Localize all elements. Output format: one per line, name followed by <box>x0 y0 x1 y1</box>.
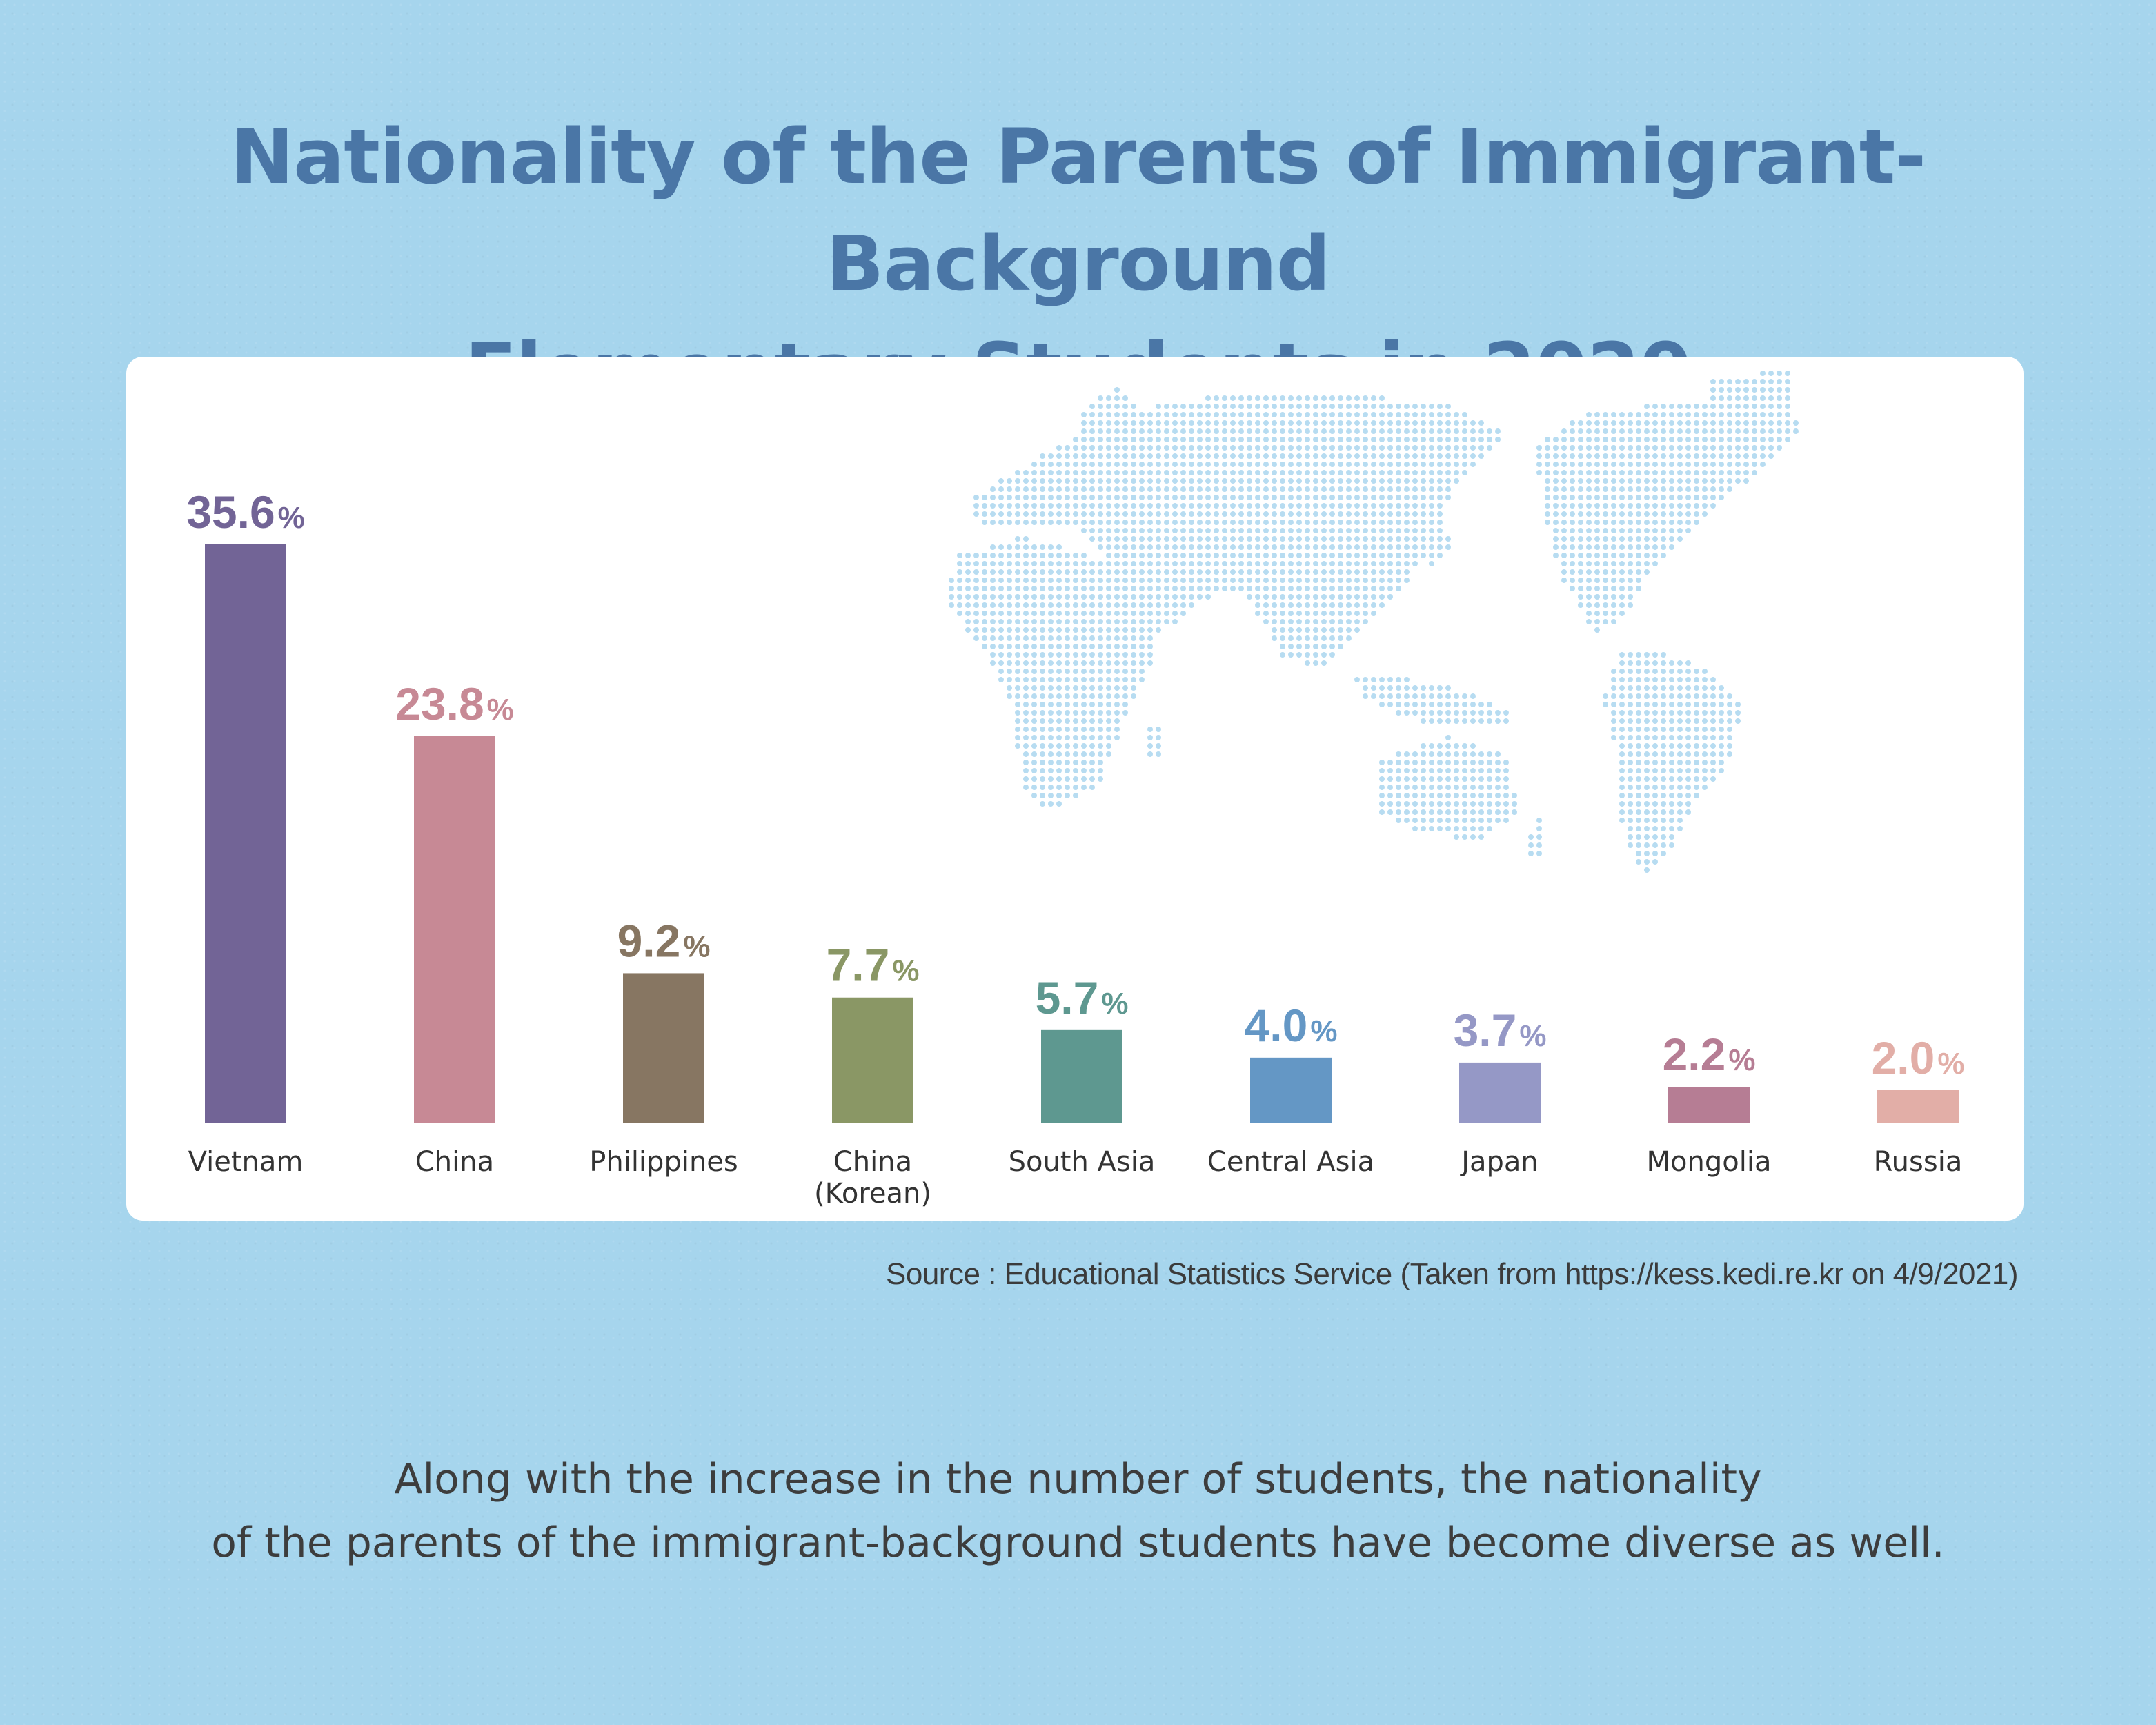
value-label: 23.8% <box>395 678 514 729</box>
caption: Along with the increase in the number of… <box>0 1448 2156 1575</box>
value-label: 9.2% <box>617 915 711 966</box>
category-label: Central Asia <box>1207 1146 1374 1178</box>
bar-mongolia <box>1668 1087 1750 1123</box>
value-label: 7.7% <box>827 940 920 991</box>
category-label: Philippines <box>589 1146 738 1178</box>
value-label: 3.7% <box>1454 1005 1547 1056</box>
bar-china <box>414 736 495 1123</box>
category-label: Japan <box>1459 1146 1539 1178</box>
value-label: 4.0% <box>1245 1000 1338 1051</box>
category-label: Vietnam <box>188 1146 304 1178</box>
bar-philippines <box>623 973 704 1123</box>
bar-chart: 35.6% Vietnam 23.8% China 9.2% Philippines 7.7… <box>186 486 1965 1210</box>
value-label: 5.7% <box>1036 972 1129 1023</box>
chart-card: 35.6% Vietnam 23.8% China 9.2% Philippines 7.7… <box>126 357 2024 1221</box>
world-map-dots <box>949 371 1799 873</box>
caption-line-2: of the parents of the immigrant-backgrou… <box>211 1519 1945 1567</box>
category-label: Russia <box>1874 1146 1963 1178</box>
category-label: Mongolia <box>1647 1146 1772 1178</box>
category-label: China (Korean) <box>814 1146 931 1210</box>
category-label: South Asia <box>1009 1146 1156 1178</box>
bar-central-asia <box>1250 1057 1332 1123</box>
category-label: China <box>415 1146 494 1178</box>
caption-line-1: Along with the increase in the number of… <box>394 1455 1762 1504</box>
bar-japan <box>1459 1062 1541 1123</box>
map-dots <box>949 371 1799 873</box>
chart-title-line-1: Nationality of the Parents of Immigrant-… <box>230 112 1926 308</box>
value-label: 2.2% <box>1663 1029 1756 1080</box>
bar-russia <box>1877 1090 1959 1123</box>
bar-south-asia <box>1041 1029 1122 1123</box>
value-label: 2.0% <box>1872 1032 1965 1083</box>
bar-vietnam <box>205 544 286 1123</box>
bar-china-korean <box>832 997 913 1123</box>
value-label: 35.6% <box>186 486 305 538</box>
source-note: Source : Educational Statistics Service … <box>886 1257 2019 1291</box>
